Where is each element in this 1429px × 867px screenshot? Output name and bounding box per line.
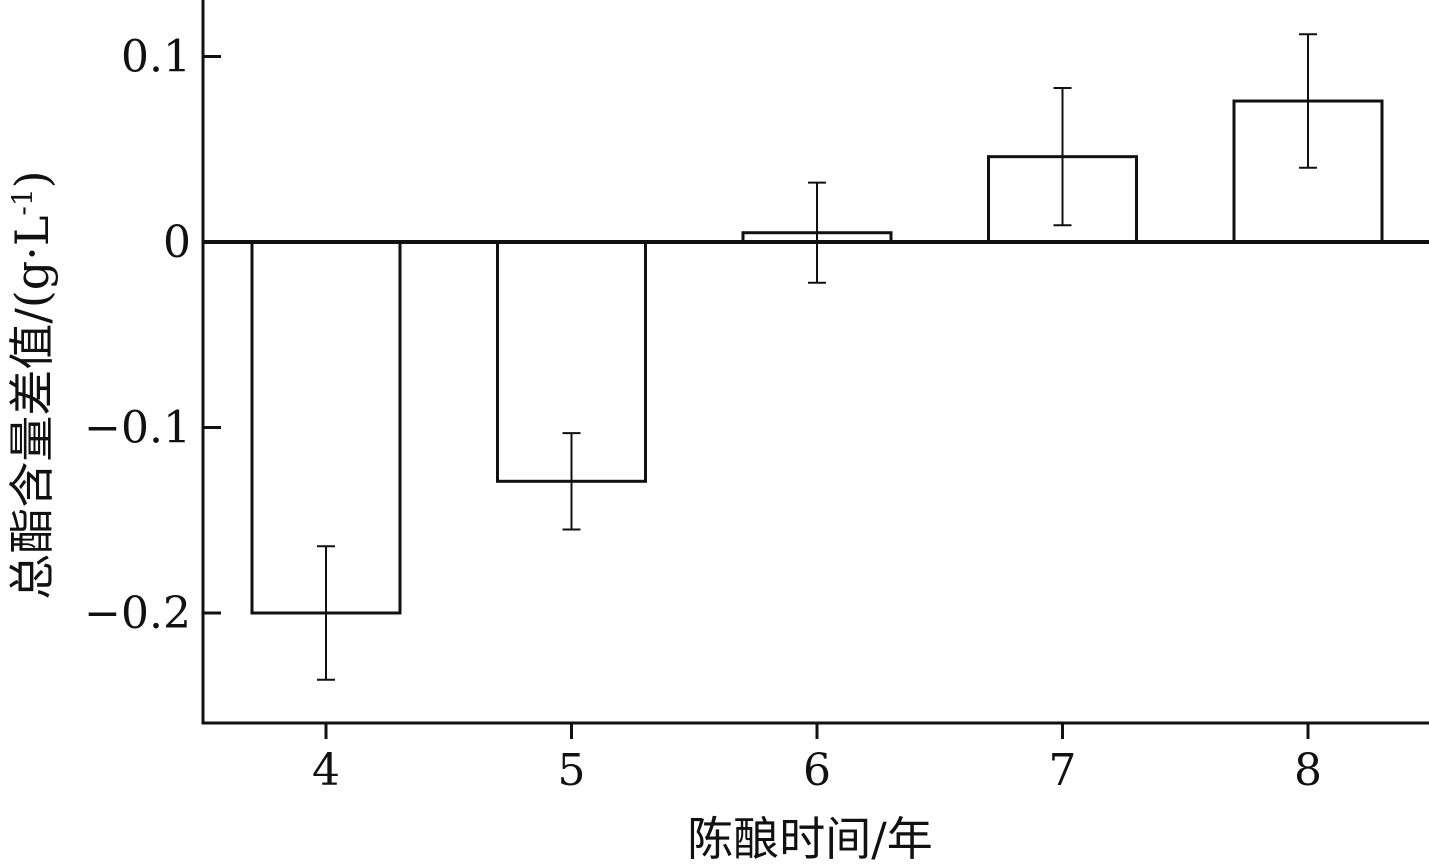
x-tick-label-7: 7	[1049, 745, 1077, 796]
y-axis-title: 总酯含量差值/(g·L-1)	[5, 170, 59, 599]
y-axis-title-superscript: -1	[6, 188, 39, 215]
y-tick-label-3: −0.2	[84, 588, 191, 639]
y-tick-label-1: 0	[163, 217, 191, 268]
labels-layer: 4 5 6 7 8 0.1 0 −0.1 −0.2	[84, 32, 1322, 797]
y-tick-label-2: −0.1	[84, 403, 191, 454]
x-axis-title: 陈酿时间/年	[687, 812, 933, 866]
x-tick-label-8: 8	[1294, 745, 1322, 796]
y-tick-label-0: 0.1	[121, 32, 191, 83]
y-axis-title-main: 总酯含量差值/(g·L	[5, 216, 59, 600]
bars-layer	[250, 33, 1384, 681]
x-tick-label-4: 4	[312, 745, 340, 796]
y-axis-title-tail: )	[5, 170, 59, 188]
x-tick-label-5: 5	[558, 745, 586, 796]
axes-layer	[201, 0, 1429, 739]
x-tick-label-6: 6	[803, 745, 831, 796]
